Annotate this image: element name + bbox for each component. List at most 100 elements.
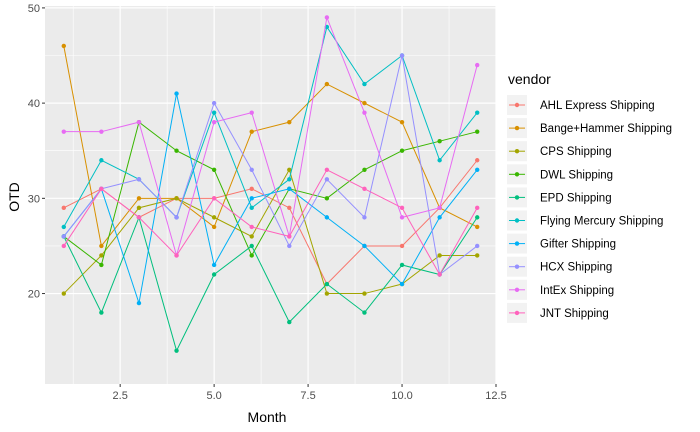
data-point [324, 15, 330, 20]
data-point [475, 167, 480, 172]
legend-label: Flying Mercury Shipping [540, 216, 663, 228]
x-tick-label: 10.0 [391, 390, 412, 402]
data-point [174, 91, 179, 96]
data-point [399, 148, 405, 153]
data-point [136, 205, 142, 211]
data-point [399, 243, 405, 249]
data-point [437, 158, 442, 163]
legend-item: HCX Shipping [507, 256, 612, 277]
legend-item: DWL Shipping [507, 164, 613, 185]
data-point [99, 186, 104, 192]
data-point [399, 53, 405, 58]
plot-panel [45, 6, 496, 384]
data-point [287, 119, 292, 125]
y-axis-title: OTD [6, 182, 22, 212]
series-line [63, 45, 478, 248]
data-point [61, 43, 66, 49]
data-point [362, 110, 367, 115]
data-point [99, 129, 104, 134]
data-point [136, 119, 142, 125]
data-point [324, 167, 330, 172]
legend-item: JNT Shipping [507, 302, 609, 323]
data-point [324, 215, 330, 220]
series-line [63, 55, 478, 276]
data-point [174, 348, 179, 353]
data-point [287, 243, 292, 249]
data-point [362, 167, 367, 172]
data-point [136, 177, 142, 182]
data-point [324, 196, 330, 201]
data-point [362, 81, 367, 87]
data-point [324, 281, 330, 287]
data-point [249, 129, 254, 134]
data-point [249, 167, 254, 172]
data-point [136, 300, 142, 306]
data-point [399, 281, 405, 287]
data-point [475, 215, 480, 220]
data-point [61, 224, 66, 230]
data-point [324, 291, 330, 296]
data-point [249, 243, 254, 249]
legend-key-point [514, 149, 520, 154]
data-point [475, 253, 480, 258]
axes: 20 30 40 50 2.5 5.0 7.5 10.0 12.5 [28, 3, 507, 402]
data-point [249, 205, 254, 211]
data-point [211, 196, 217, 201]
data-point [362, 215, 367, 220]
data-point [437, 253, 442, 258]
legend-key-point [514, 287, 520, 292]
x-tick-label: 7.5 [300, 390, 315, 402]
x-tick-label: 2.5 [113, 390, 128, 402]
data-point [61, 205, 66, 211]
legend-item: Bange+Hammer Shipping [507, 118, 672, 139]
series-line [63, 168, 478, 295]
legend-item: EPD Shipping [507, 187, 612, 208]
data-point [362, 291, 367, 296]
data-point [475, 110, 480, 115]
data-point [475, 158, 480, 163]
data-point [211, 119, 217, 125]
series-line [63, 93, 478, 304]
data-point [287, 167, 292, 172]
legend-key-point [514, 241, 520, 246]
legend-label: EPD Shipping [540, 192, 612, 204]
legend-title: vendor [508, 71, 551, 87]
data-point [475, 62, 480, 68]
data-point [324, 81, 330, 87]
legend-label: JNT Shipping [540, 308, 609, 320]
data-point [362, 186, 367, 192]
data-point [211, 215, 217, 220]
data-point [249, 224, 254, 230]
data-point [174, 148, 179, 153]
series-lines [61, 15, 480, 353]
data-point [362, 243, 367, 249]
legend-label: Bange+Hammer Shipping [540, 123, 672, 135]
data-point [287, 177, 292, 182]
data-point [99, 253, 104, 258]
series-line [63, 121, 478, 266]
data-point [324, 177, 330, 182]
data-point [287, 234, 292, 239]
data-point [362, 100, 367, 106]
y-tick-label: 30 [28, 193, 40, 205]
data-point [249, 234, 254, 239]
data-point [249, 110, 254, 115]
data-point [475, 205, 480, 211]
legend-item: Gifter Shipping [507, 233, 616, 254]
data-point [61, 243, 66, 249]
x-tick-label: 5.0 [206, 390, 221, 402]
legend-label: HCX Shipping [540, 262, 612, 274]
legend-label: CPS Shipping [540, 146, 612, 158]
legend-key-point [514, 195, 520, 200]
legend: vendor AHL Express Shipping Bange+Hammer … [507, 71, 672, 323]
legend-label: DWL Shipping [540, 169, 613, 181]
data-point [211, 167, 217, 172]
legend-item: AHL Express Shipping [507, 95, 655, 115]
data-point [99, 158, 104, 163]
data-point [136, 196, 142, 201]
data-point [211, 262, 217, 268]
y-tick-label: 50 [28, 3, 40, 15]
data-point [174, 253, 179, 258]
legend-key-point [514, 172, 520, 177]
